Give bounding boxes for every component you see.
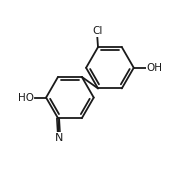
Text: HO: HO <box>18 93 34 103</box>
Text: N: N <box>55 133 63 143</box>
Text: OH: OH <box>147 63 162 73</box>
Text: Cl: Cl <box>92 26 102 36</box>
